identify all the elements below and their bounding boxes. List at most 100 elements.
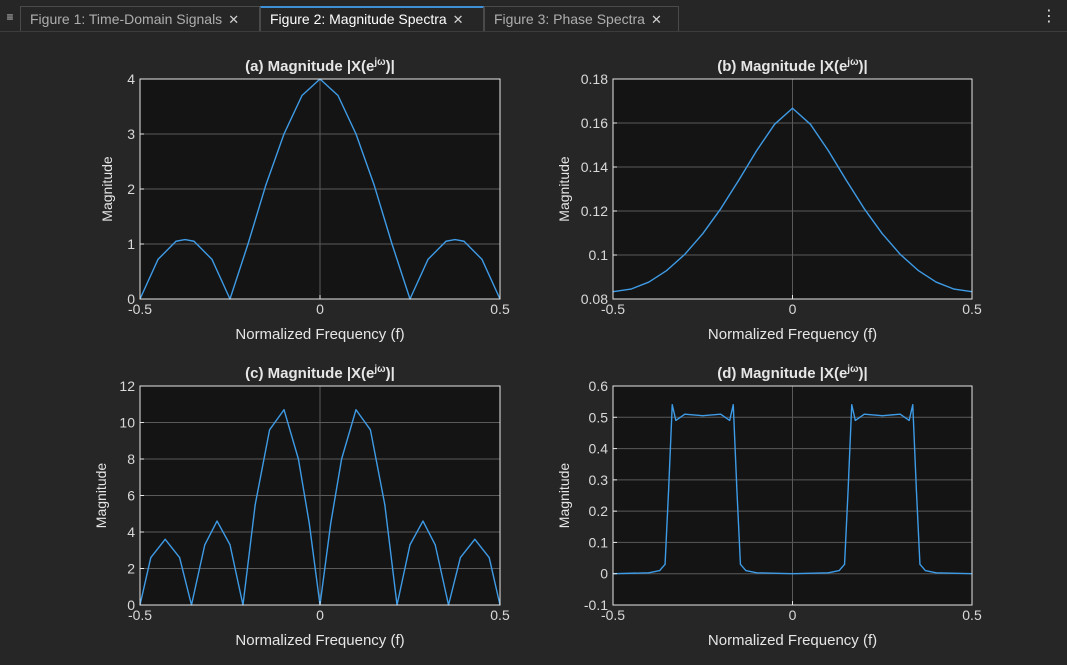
data-point xyxy=(157,258,159,260)
data-point xyxy=(247,243,249,245)
data-point xyxy=(935,281,937,283)
close-icon[interactable]: ✕ xyxy=(452,12,464,27)
y-tick-label: -0.1 xyxy=(584,597,608,613)
y-tick-label: 0 xyxy=(127,291,135,307)
y-tick-label: 0.5 xyxy=(589,409,609,425)
data-point xyxy=(935,572,937,574)
data-point xyxy=(355,409,357,411)
data-point xyxy=(851,404,853,406)
data-point xyxy=(254,504,256,506)
data-point xyxy=(809,123,812,125)
x-axis-label: Normalized Frequency (f) xyxy=(235,632,404,649)
data-point xyxy=(847,488,849,490)
data-point xyxy=(283,133,285,135)
data-point xyxy=(297,458,299,460)
chart-title: (a) Magnitude |X(ejω)| xyxy=(245,57,395,75)
data-point xyxy=(843,563,846,565)
y-tick-label: 0.12 xyxy=(581,203,608,219)
y-tick-label: 0 xyxy=(600,566,608,582)
chart-title: (b) Magnitude |X(ejω)| xyxy=(717,57,867,75)
data-point xyxy=(908,419,910,422)
x-tick-label: 0.5 xyxy=(490,607,510,623)
data-point xyxy=(863,413,865,415)
more-options-icon[interactable]: ⋮ xyxy=(1041,8,1057,25)
data-point xyxy=(899,253,901,255)
data-point xyxy=(164,538,166,540)
data-point xyxy=(481,258,483,260)
x-tick-label: 0 xyxy=(789,607,797,623)
data-point xyxy=(881,415,883,417)
data-point xyxy=(216,520,218,522)
data-point xyxy=(915,488,917,490)
y-axis-label: Magnitude xyxy=(93,463,109,529)
chart-title: (c) Magnitude |X(ejω)| xyxy=(245,364,395,382)
data-point xyxy=(179,556,181,559)
data-point xyxy=(265,184,267,186)
x-tick-label: 0 xyxy=(316,607,324,623)
y-tick-label: 0 xyxy=(127,597,135,613)
data-point xyxy=(919,563,921,565)
data-point xyxy=(330,522,332,524)
data-point xyxy=(827,572,830,574)
y-tick-label: 12 xyxy=(119,378,135,394)
tab-figure-3[interactable]: Figure 3: Phase Spectra ✕ xyxy=(484,6,679,31)
x-tick-label: 0 xyxy=(316,301,324,317)
data-point xyxy=(899,413,901,415)
data-point xyxy=(211,258,213,260)
tab-figure-2[interactable]: Figure 2: Magnitude Spectra ✕ xyxy=(260,6,484,31)
data-point xyxy=(671,404,673,406)
y-tick-label: 2 xyxy=(127,181,135,197)
y-tick-label: 4 xyxy=(127,71,135,87)
data-point xyxy=(863,208,865,210)
y-tick-label: 0.08 xyxy=(581,291,608,307)
data-point xyxy=(229,544,231,546)
data-point xyxy=(193,240,195,242)
data-point xyxy=(648,572,650,574)
data-point xyxy=(720,413,722,415)
tab-label: Figure 2: Magnitude Spectra xyxy=(270,11,447,27)
data-point xyxy=(668,488,670,490)
data-point xyxy=(391,243,393,245)
x-tick-label: 0.5 xyxy=(962,301,982,317)
y-tick-label: 0.1 xyxy=(589,247,609,263)
x-tick-label: 0 xyxy=(789,301,797,317)
y-tick-label: 0.1 xyxy=(589,534,609,550)
y-tick-label: 4 xyxy=(127,524,135,540)
data-point xyxy=(684,253,686,255)
tab-label: Figure 1: Time-Domain Signals xyxy=(30,11,223,27)
data-point xyxy=(459,556,461,559)
x-tick-label: -0.5 xyxy=(601,301,625,317)
data-point xyxy=(283,409,285,411)
y-tick-label: 0.2 xyxy=(589,503,609,519)
data-point xyxy=(337,94,339,97)
data-point xyxy=(204,544,206,546)
y-tick-label: 0.4 xyxy=(589,441,609,457)
y-tick-label: 1 xyxy=(127,236,135,252)
x-axis-label: Normalized Frequency (f) xyxy=(235,326,404,343)
data-point xyxy=(791,107,794,109)
data-point xyxy=(702,415,704,417)
data-point xyxy=(845,179,847,182)
y-tick-label: 0.14 xyxy=(581,159,608,175)
data-point xyxy=(454,239,456,241)
data-point xyxy=(838,569,840,572)
data-point xyxy=(664,563,666,565)
y-tick-label: 2 xyxy=(127,561,135,577)
data-point xyxy=(463,240,465,242)
y-tick-label: 0.3 xyxy=(589,472,609,488)
data-point xyxy=(666,269,668,271)
data-point xyxy=(773,123,776,125)
x-tick-label: 0.5 xyxy=(962,607,982,623)
close-icon[interactable]: ✕ xyxy=(650,12,662,27)
data-point xyxy=(269,429,271,431)
figure-tab-bar: ≡ Figure 1: Time-Domain Signals ✕ Figure … xyxy=(0,0,1067,32)
data-point xyxy=(150,556,152,559)
x-tick-label: -0.5 xyxy=(128,607,152,623)
tab-figure-1[interactable]: Figure 1: Time-Domain Signals ✕ xyxy=(20,6,260,31)
data-point xyxy=(854,419,856,422)
data-point xyxy=(659,569,661,572)
close-icon[interactable]: ✕ xyxy=(228,12,240,27)
